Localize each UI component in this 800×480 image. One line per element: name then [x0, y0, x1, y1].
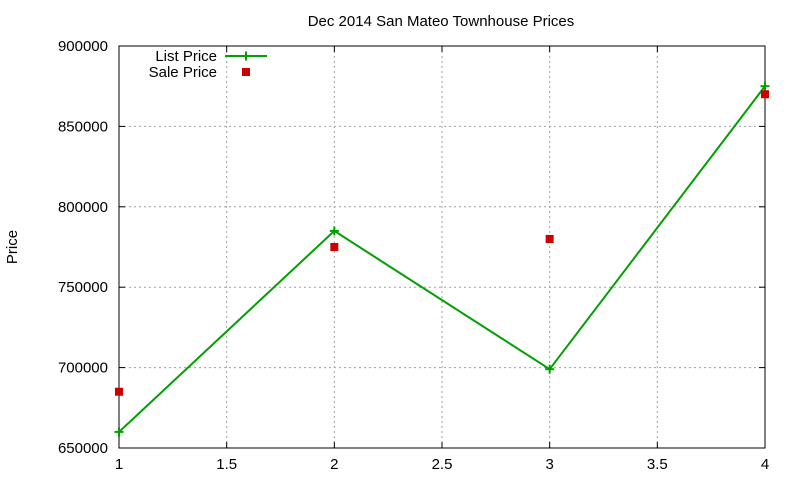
- list-price-point: [114, 427, 124, 437]
- x-tick-label: 1: [115, 456, 123, 473]
- y-axis-label: Price: [4, 230, 21, 264]
- sale-price-point: [115, 387, 123, 396]
- list-price-point: [545, 364, 555, 374]
- y-tick-label: 900000: [58, 38, 108, 55]
- x-tick-label: 2: [330, 456, 338, 473]
- legend-label-sale-price: Sale Price: [149, 64, 217, 81]
- list-price-point: [760, 81, 770, 91]
- y-tick-label: 850000: [58, 118, 108, 135]
- series: [114, 81, 770, 437]
- list-price-point: [329, 226, 339, 236]
- y-tick-label: 700000: [58, 360, 108, 377]
- x-tick-label: 3: [545, 456, 553, 473]
- legend-swatch-sale-price: [242, 68, 250, 76]
- chart-title: Dec 2014 San Mateo Townhouse Prices: [308, 13, 575, 30]
- y-tick-label: 800000: [58, 199, 108, 216]
- list-price-line: [118, 85, 766, 433]
- legend-marker-list-price: [241, 51, 251, 61]
- sale-price-point: [545, 234, 554, 243]
- x-tick-label: 1.5: [216, 456, 237, 473]
- sale-price-point: [761, 90, 769, 99]
- axis-ticks: 1 1.5 2 2.5 3 3.5 4 650000 700000 750000 800000 850…: [58, 38, 769, 473]
- x-tick-label: 4: [761, 456, 769, 473]
- grid-lines: [119, 46, 765, 448]
- x-tick-label: 2.5: [432, 456, 453, 473]
- y-tick-label: 650000: [58, 440, 108, 457]
- y-tick-label: 750000: [58, 279, 108, 296]
- x-tick-label: 3.5: [647, 456, 668, 473]
- sale-price-point: [330, 243, 339, 251]
- legend-label-list-price: List Price: [155, 48, 217, 65]
